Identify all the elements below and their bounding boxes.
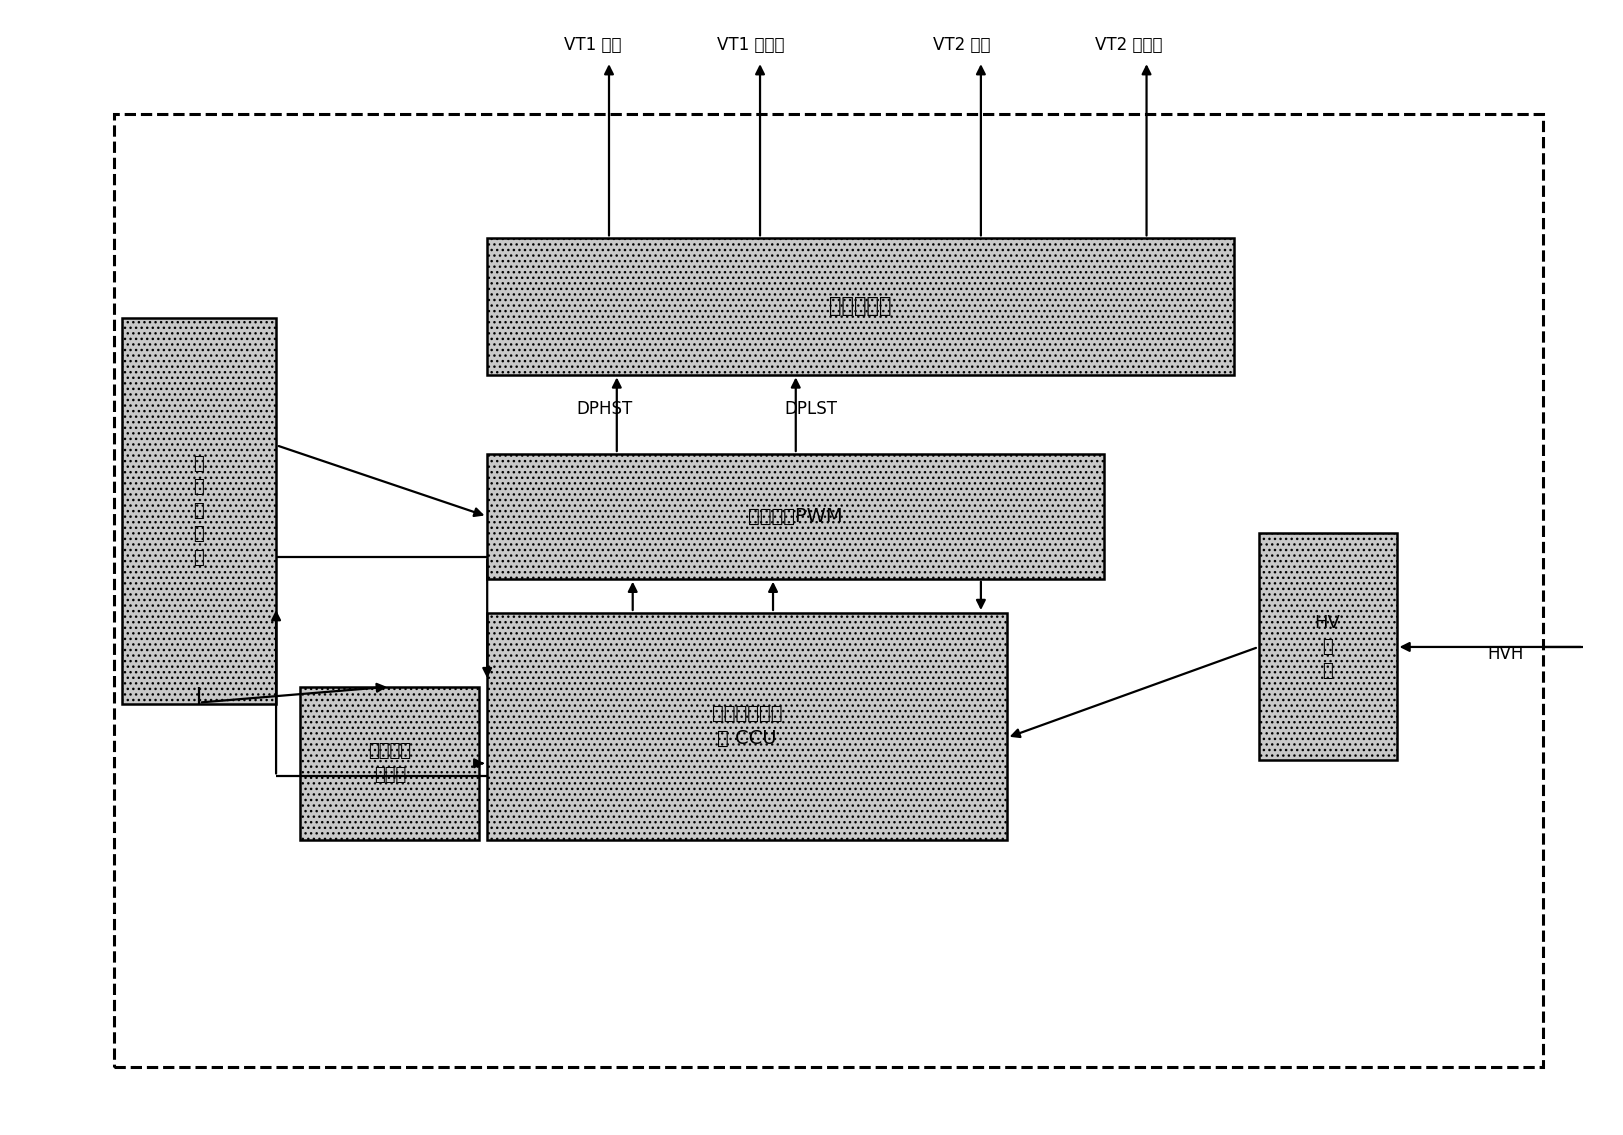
Text: VT2 发射极: VT2 发射极: [1094, 36, 1162, 54]
FancyBboxPatch shape: [487, 238, 1233, 375]
Text: 参考时间
发生器: 参考时间 发生器: [368, 742, 411, 784]
FancyBboxPatch shape: [122, 318, 276, 704]
FancyBboxPatch shape: [487, 613, 1006, 840]
Text: DPHST: DPHST: [576, 400, 633, 418]
Text: 脉宽调制PWM: 脉宽调制PWM: [748, 507, 842, 526]
Text: DPLST: DPLST: [784, 400, 837, 418]
Text: VT2 基极: VT2 基极: [932, 36, 990, 54]
Text: 晶体管驱动: 晶体管驱动: [829, 296, 891, 317]
FancyBboxPatch shape: [300, 687, 479, 840]
Text: 时
钟
发
生
器: 时 钟 发 生 器: [193, 454, 204, 568]
Text: HV
检
测: HV 检 测: [1315, 614, 1339, 680]
Text: 逻辑判断与控
制 CCU: 逻辑判断与控 制 CCU: [711, 705, 782, 748]
FancyBboxPatch shape: [1258, 533, 1396, 760]
Text: VT1 基极: VT1 基极: [563, 36, 622, 54]
Text: VT1 发射极: VT1 发射极: [716, 36, 784, 54]
Text: HVH: HVH: [1487, 645, 1522, 663]
FancyBboxPatch shape: [487, 454, 1104, 579]
